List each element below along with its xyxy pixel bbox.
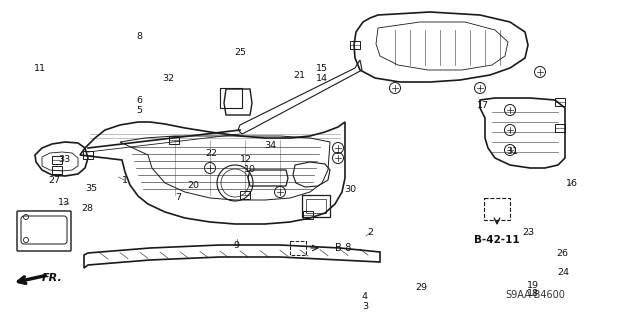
Text: FR.: FR. (42, 273, 63, 283)
Text: 9: 9 (234, 241, 240, 250)
Bar (290, 241, 306, 255)
Text: 30: 30 (345, 185, 356, 194)
Text: 13: 13 (58, 198, 70, 207)
Bar (169, 136, 179, 144)
Text: 6: 6 (136, 96, 143, 105)
Text: 29: 29 (415, 283, 427, 292)
Text: 11: 11 (35, 64, 46, 73)
Bar (303, 211, 313, 219)
Text: 2: 2 (367, 228, 373, 237)
Bar (52, 156, 62, 164)
Bar (302, 195, 330, 217)
Text: 10: 10 (244, 165, 255, 174)
Text: 16: 16 (566, 179, 577, 188)
Text: 21: 21 (294, 71, 305, 80)
Bar (484, 198, 510, 220)
Text: 34: 34 (265, 141, 276, 150)
Text: B-42-11: B-42-11 (474, 235, 520, 245)
Bar (555, 98, 565, 106)
Text: 20: 20 (188, 181, 199, 189)
Text: 32: 32 (163, 74, 174, 83)
Bar (306, 199, 326, 213)
Text: B-8: B-8 (335, 243, 351, 253)
Text: 22: 22 (205, 149, 217, 158)
Text: 35: 35 (85, 184, 97, 193)
Text: 17: 17 (477, 101, 489, 110)
Bar (83, 151, 93, 159)
Bar (220, 88, 242, 108)
Text: 23: 23 (522, 228, 534, 237)
Text: 28: 28 (82, 204, 93, 213)
Text: 25: 25 (234, 48, 246, 57)
Bar (350, 41, 360, 49)
Text: 12: 12 (241, 155, 252, 164)
Text: 27: 27 (49, 176, 60, 185)
Text: 7: 7 (175, 193, 181, 202)
Text: 3: 3 (362, 302, 368, 311)
Text: 8: 8 (136, 32, 143, 41)
Text: 33: 33 (58, 155, 70, 164)
Bar (240, 191, 250, 199)
Bar (52, 166, 62, 174)
Text: 1: 1 (122, 176, 128, 185)
Text: S9AA-B4600: S9AA-B4600 (505, 290, 565, 300)
Text: 18: 18 (527, 289, 538, 298)
Text: 5: 5 (136, 106, 143, 115)
Text: 15: 15 (316, 64, 328, 73)
Text: 26: 26 (556, 249, 568, 258)
Text: 14: 14 (316, 74, 328, 83)
Text: 24: 24 (557, 268, 569, 277)
Text: 19: 19 (527, 281, 538, 290)
Text: 4: 4 (362, 292, 368, 301)
Text: 31: 31 (506, 147, 518, 156)
Bar (555, 124, 565, 132)
